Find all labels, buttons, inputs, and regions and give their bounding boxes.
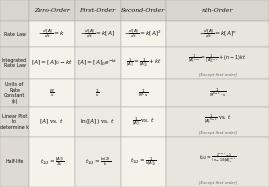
Text: First-Order: First-Order bbox=[80, 8, 116, 13]
Text: $[A] = [A]_0 - kt$: $[A] = [A]_0 - kt$ bbox=[31, 59, 73, 68]
Text: $-\frac{d[A]}{dt} = k[A]^n$: $-\frac{d[A]}{dt} = k[A]^n$ bbox=[199, 28, 236, 40]
Bar bbox=[29, 137, 75, 187]
Text: Half-life: Half-life bbox=[5, 160, 24, 164]
Text: Rate Law: Rate Law bbox=[3, 32, 26, 36]
Bar bbox=[29, 107, 75, 137]
Bar bbox=[75, 0, 121, 21]
Text: Integrated
Rate Law: Integrated Rate Law bbox=[2, 58, 27, 68]
Bar bbox=[166, 0, 269, 21]
Text: $\frac{1}{[A]}$ vs. $t$: $\frac{1}{[A]}$ vs. $t$ bbox=[132, 116, 155, 128]
Bar bbox=[121, 107, 166, 137]
Text: $\frac{1}{M \cdot s}$: $\frac{1}{M \cdot s}$ bbox=[138, 87, 149, 99]
Bar bbox=[75, 79, 121, 107]
Bar bbox=[75, 21, 121, 47]
Bar bbox=[0, 0, 29, 21]
Text: $\ln([A])$ vs. $t$: $\ln([A])$ vs. $t$ bbox=[80, 117, 115, 126]
Text: Linear Plot
to
determine k: Linear Plot to determine k bbox=[0, 114, 29, 130]
Text: $\frac{1}{M^{n-1} \cdot s}$: $\frac{1}{M^{n-1} \cdot s}$ bbox=[209, 87, 226, 99]
Text: $\frac{M}{s}$: $\frac{M}{s}$ bbox=[49, 87, 55, 99]
Text: $\frac{1}{s}$: $\frac{1}{s}$ bbox=[95, 87, 100, 99]
Text: [Except first order]: [Except first order] bbox=[199, 73, 236, 77]
Text: $-\frac{d[A]}{dt} = k[A]$: $-\frac{d[A]}{dt} = k[A]$ bbox=[80, 28, 115, 40]
Text: $t_{1/2} = \frac{\ln(2)}{k}$: $t_{1/2} = \frac{\ln(2)}{k}$ bbox=[85, 156, 111, 168]
Text: Second-Order: Second-Order bbox=[121, 8, 165, 13]
Text: [Except first order]: [Except first order] bbox=[199, 181, 236, 185]
Bar bbox=[0, 21, 29, 47]
Text: $[A] = [A]_0e^{-kt}$: $[A] = [A]_0e^{-kt}$ bbox=[77, 58, 118, 68]
Bar bbox=[0, 107, 29, 137]
Text: $\frac{1}{[A]^{n-1}}$ vs. $t$: $\frac{1}{[A]^{n-1}}$ vs. $t$ bbox=[204, 112, 231, 125]
Bar bbox=[0, 137, 29, 187]
Text: nth-Order: nth-Order bbox=[202, 8, 233, 13]
Bar bbox=[29, 47, 75, 79]
Text: $[A]$ vs. $t$: $[A]$ vs. $t$ bbox=[39, 118, 65, 126]
Text: $-\frac{d[A]}{dt} = k[A]^2$: $-\frac{d[A]}{dt} = k[A]^2$ bbox=[125, 28, 162, 40]
Bar bbox=[75, 137, 121, 187]
Text: Zero-Order: Zero-Order bbox=[34, 8, 70, 13]
Bar bbox=[29, 0, 75, 21]
Bar bbox=[166, 47, 269, 79]
Text: $\frac{1}{[A]} = \frac{1}{[A]_0} + kt$: $\frac{1}{[A]} = \frac{1}{[A]_0} + kt$ bbox=[126, 57, 161, 69]
Bar bbox=[121, 21, 166, 47]
Text: $t_{1/2} = \frac{2^{n-1}-1}{(n-1)k[A]_0^{n-1}}$: $t_{1/2} = \frac{2^{n-1}-1}{(n-1)k[A]_0^… bbox=[199, 152, 236, 165]
Bar bbox=[121, 79, 166, 107]
Bar bbox=[166, 21, 269, 47]
Text: $\frac{1}{[A]^{n-1}} = \frac{1}{[A]_0^{n-1}} + (n-1)kt$: $\frac{1}{[A]^{n-1}} = \frac{1}{[A]_0^{n… bbox=[189, 53, 247, 66]
Text: $-\frac{d[A]}{dt} = k$: $-\frac{d[A]}{dt} = k$ bbox=[38, 28, 65, 40]
Bar bbox=[0, 47, 29, 79]
Bar bbox=[75, 107, 121, 137]
Bar bbox=[29, 21, 75, 47]
Bar bbox=[121, 0, 166, 21]
Bar bbox=[166, 107, 269, 137]
Bar bbox=[29, 79, 75, 107]
Bar bbox=[0, 79, 29, 107]
Text: Units of
Rate
Constant
(k): Units of Rate Constant (k) bbox=[4, 82, 25, 104]
Bar bbox=[121, 47, 166, 79]
Text: $t_{1/2} = \frac{1}{k[A]_0}$: $t_{1/2} = \frac{1}{k[A]_0}$ bbox=[130, 156, 157, 168]
Text: [Except first order]: [Except first order] bbox=[199, 131, 236, 135]
Bar bbox=[121, 137, 166, 187]
Bar bbox=[166, 79, 269, 107]
Text: $t_{1/2} = \frac{[A]_0}{2k}$: $t_{1/2} = \frac{[A]_0}{2k}$ bbox=[40, 156, 64, 168]
Bar bbox=[166, 137, 269, 187]
Bar bbox=[75, 47, 121, 79]
